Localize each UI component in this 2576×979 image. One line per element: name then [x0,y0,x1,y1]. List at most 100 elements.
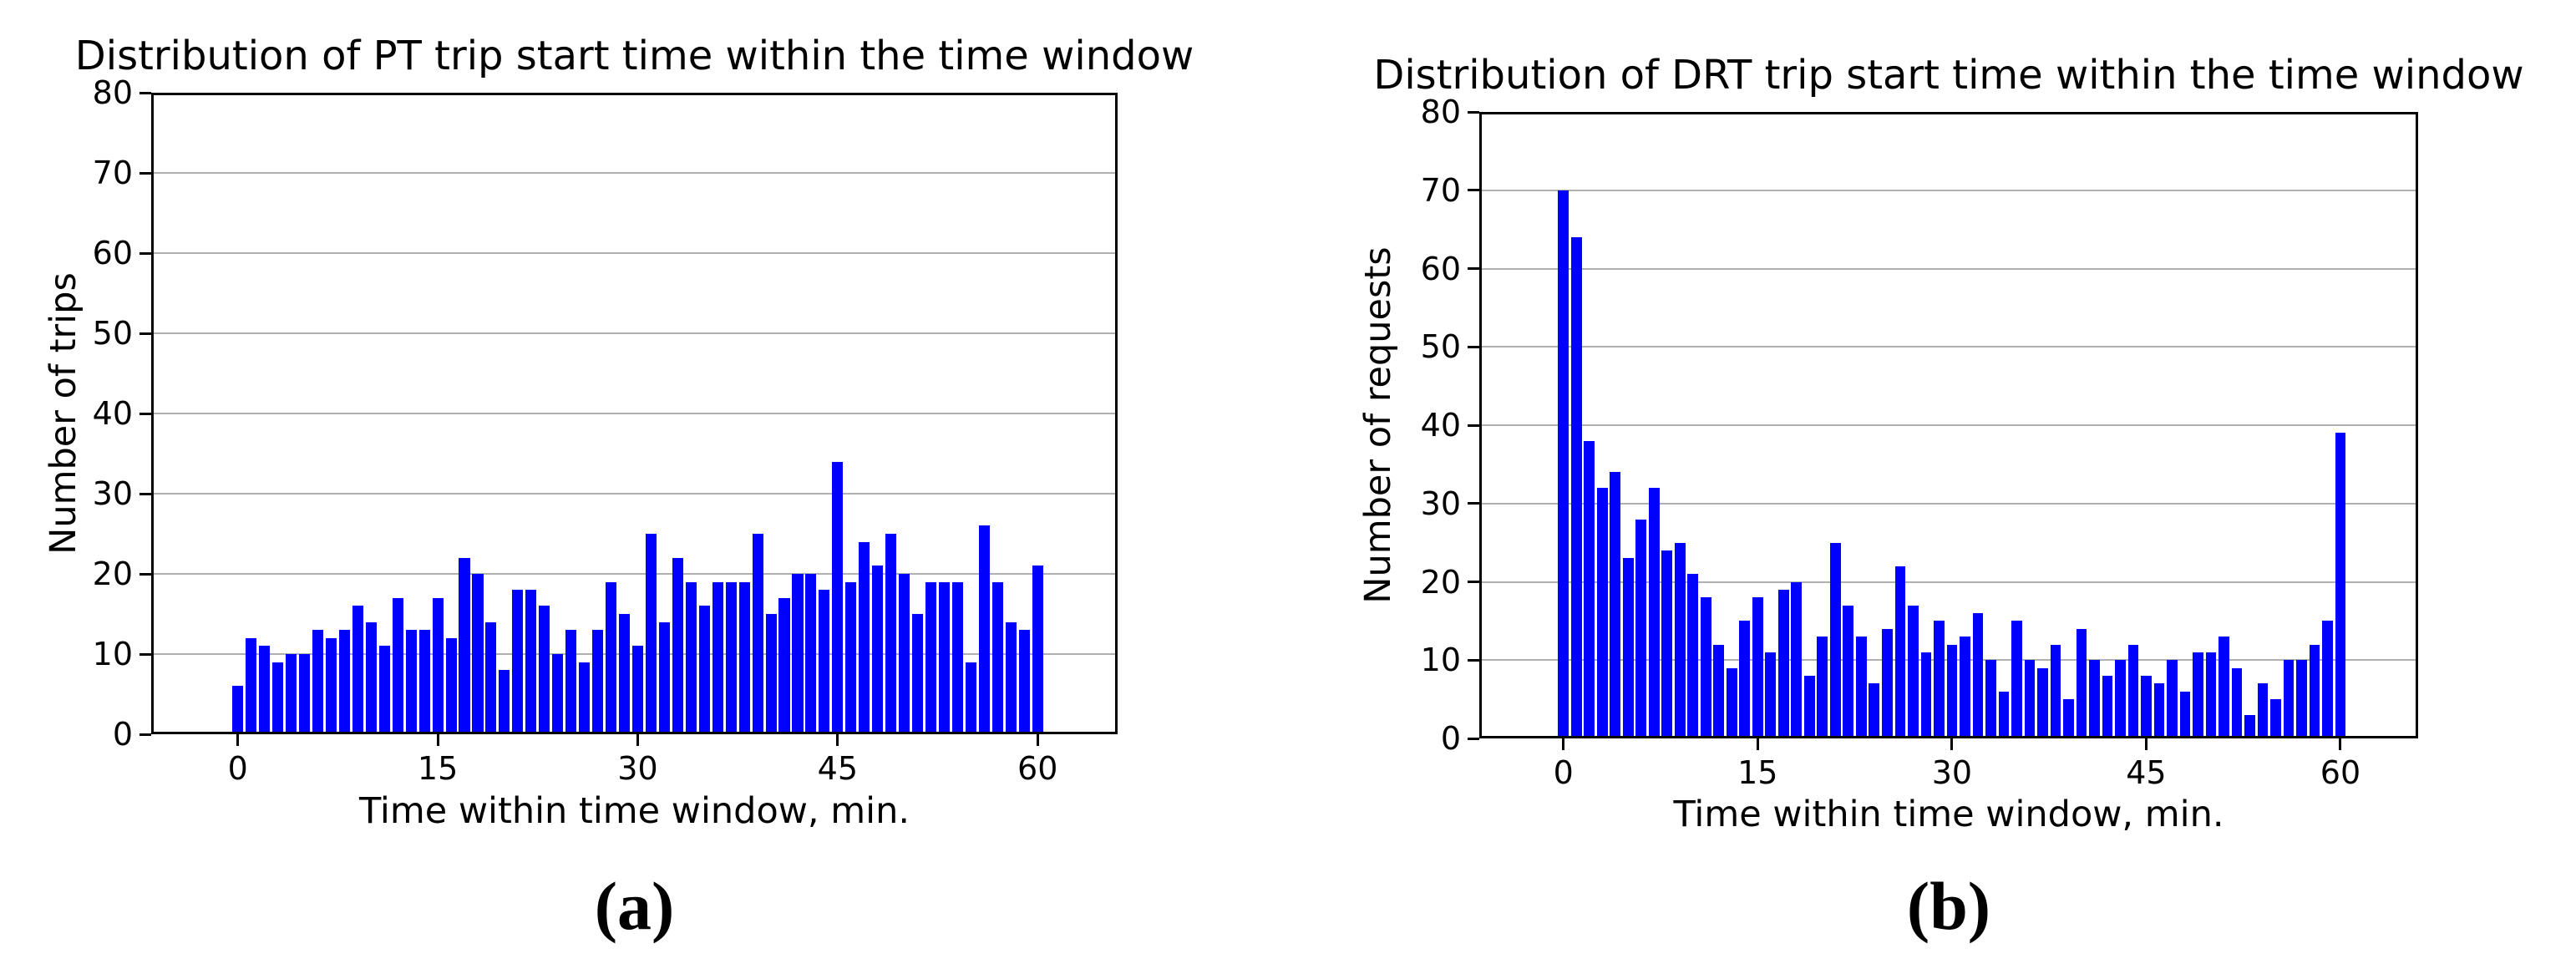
histogram-bar [2167,660,2178,738]
histogram-bar [2102,676,2113,738]
y-tick-label: 10 [92,636,133,672]
x-tick-label: 0 [227,750,248,787]
y-tick-label: 70 [1420,171,1461,209]
histogram-bar [1869,683,1880,738]
histogram-bar [752,534,763,734]
histogram-bar [2193,652,2203,738]
histogram-bar [685,581,697,734]
y-tick-mark [139,572,151,576]
histogram-bar [925,581,937,734]
histogram-bar [658,621,670,734]
histogram-bar [912,614,924,734]
subfigure-caption-a: (a) [595,867,675,946]
x-tick-mark [1756,738,1759,750]
y-tick-mark [1468,345,1479,348]
gridline-y20 [151,573,1118,575]
histogram-bar [338,630,350,734]
histogram-bar [2231,667,2243,738]
histogram-bar [1596,488,1608,738]
histogram-bar [2309,644,2320,738]
y-tick-label: 20 [92,555,133,592]
x-tick-label: 15 [1737,754,1778,791]
histogram-bar [631,646,644,734]
y-tick-label: 60 [1420,250,1461,287]
histogram-bar [819,590,830,734]
histogram-bar [712,581,723,734]
histogram-bar [2141,676,2152,738]
chart-title-pt: Distribution of PT trip start time withi… [74,33,1194,79]
x-tick-label: 60 [2320,754,2361,791]
y-tick-mark [1468,658,1479,662]
histogram-bar [1687,574,1699,738]
y-tick-mark [1468,737,1479,740]
histogram-bar [1855,637,1867,738]
histogram-bar [1648,488,1660,738]
caption-close-paren: ) [652,868,675,944]
histogram-bar [2270,699,2281,738]
x-tick-mark [636,734,639,746]
histogram-bar [872,566,884,734]
histogram-bar [232,686,244,734]
y-tick-label: 60 [92,235,133,271]
histogram-bar [2050,644,2061,738]
x-tick-mark [1950,738,1954,750]
caption-open-paren: ( [594,868,617,944]
histogram-bar [592,630,604,734]
y-tick-label: 0 [1440,720,1461,757]
y-tick-label: 70 [92,155,133,191]
histogram-bar [1934,621,1945,738]
histogram-bar [539,606,550,734]
histogram-bar [2283,660,2295,738]
histogram-bar [2322,621,2333,738]
histogram-bar [899,574,910,734]
histogram-bar [499,670,510,734]
histogram-bar [2037,667,2048,738]
plot-frame [151,93,1118,734]
histogram-bar [552,654,564,734]
x-tick-label: 15 [417,750,459,787]
histogram-bar [938,581,951,734]
histogram-bar [512,590,524,734]
x-tick-mark [1036,734,1039,746]
gridline-y20 [1479,581,2418,583]
histogram-bar [2089,660,2100,738]
histogram-bar [2257,683,2269,738]
gridline-y50 [151,332,1118,334]
histogram-bar [405,630,417,734]
histogram-bar [392,597,403,734]
gridline-y70 [151,172,1118,174]
x-tick-label: 45 [817,750,859,787]
gridline-y30 [151,493,1118,495]
histogram-bar [1946,644,1958,738]
histogram-bar [792,574,804,734]
histogram-bar [1584,440,1595,738]
histogram-bar [1960,637,1970,738]
gridline-y50 [1479,346,2418,348]
histogram-bar [2179,691,2191,738]
gridline-y40 [151,413,1118,414]
histogram-bar [738,581,750,734]
histogram-bar [1803,676,1815,738]
histogram-bar [312,630,324,734]
histogram-bar [991,581,1003,734]
gridline-y60 [1479,267,2418,270]
y-tick-mark [1468,424,1479,427]
histogram-bar [1894,566,1906,738]
x-tick-label: 45 [2126,754,2167,791]
y-tick-label: 0 [112,716,133,753]
gridline-y70 [1479,189,2418,191]
y-tick-label: 50 [1420,328,1461,366]
histogram-bar [246,637,257,734]
histogram-bar [832,461,844,734]
histogram-bar [1972,613,1984,738]
histogram-bar [1661,550,1673,738]
histogram-bar [1829,542,1841,738]
y-tick-label: 80 [92,74,133,111]
y-tick-mark [139,332,151,335]
histogram-bar [725,581,737,734]
x-axis-label-drt: Time within time window, min. [1673,794,2224,835]
x-tick-mark [836,734,839,746]
histogram-bar [2063,699,2074,738]
histogram-bar [2153,683,2165,738]
